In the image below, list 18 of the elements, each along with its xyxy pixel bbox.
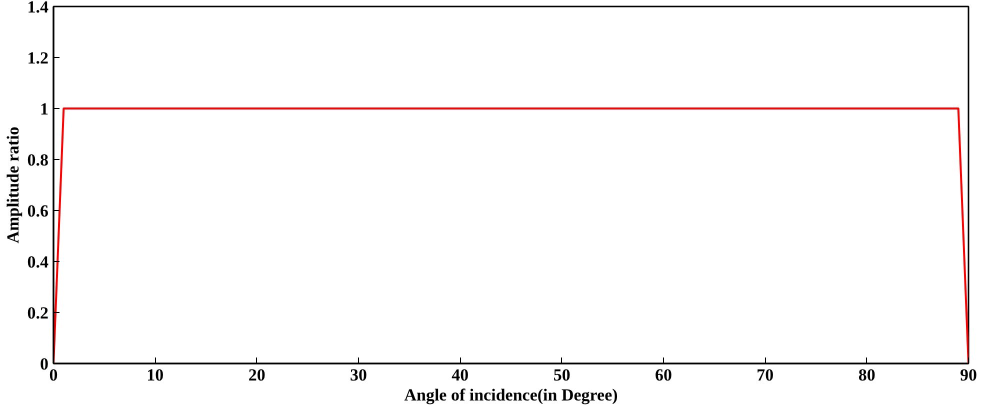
- y-tick-label: 0.6: [27, 202, 48, 220]
- x-axis-title: Angle of incidence(in Degree): [404, 386, 618, 404]
- x-tick-label: 60: [655, 366, 672, 384]
- y-tick-label: 1.4: [27, 0, 49, 16]
- x-tick-label: 80: [858, 366, 876, 384]
- y-tick-label: 0.2: [27, 304, 48, 322]
- x-tick-label: 40: [452, 366, 469, 384]
- x-tick-label: 30: [350, 366, 367, 384]
- y-axis-title: Amplitude ratio: [3, 126, 22, 244]
- y-tick-label: 0.4: [27, 252, 49, 272]
- x-tick-label: 50: [553, 366, 570, 384]
- y-tick-label: 0.8: [27, 150, 48, 170]
- x-tick-label: 90: [960, 366, 977, 384]
- x-tick-label: 70: [756, 366, 774, 384]
- x-tick-label: 10: [146, 366, 164, 384]
- y-tick-label: 1.2: [27, 48, 48, 68]
- y-tick-label: 1: [40, 100, 48, 118]
- x-tick-label: 20: [248, 366, 266, 384]
